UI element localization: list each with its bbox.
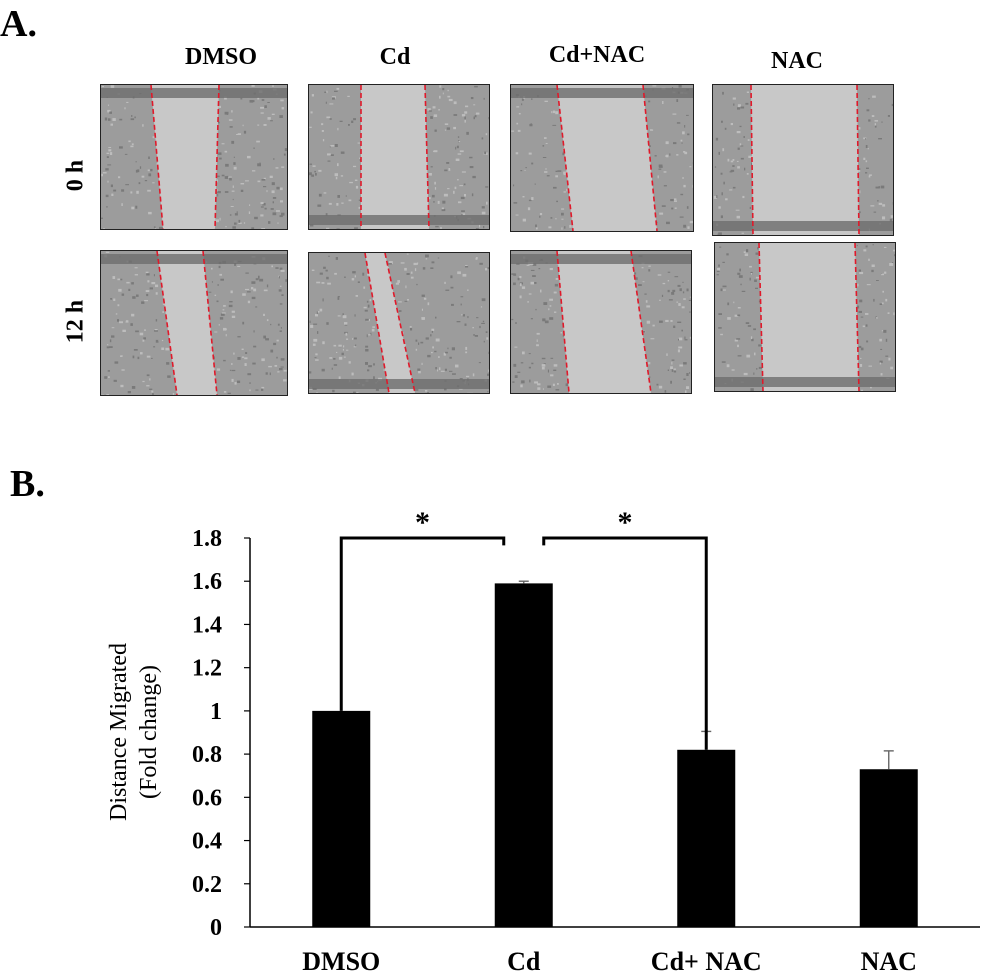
row-label-0h: 0 h [62, 159, 89, 192]
column-label-cd: Cd [379, 44, 411, 70]
y-axis-label-line: Distance Migrated [106, 643, 132, 821]
y-axis-label: Distance Migrated (Fold change) [106, 643, 162, 821]
micrograph-dmso-12h [100, 250, 288, 396]
panel-b-label: B. [10, 463, 45, 505]
chart-bars [312, 580, 918, 927]
micrograph-cd-nac-0h [510, 84, 694, 232]
bar-dmso [312, 710, 371, 927]
significance-star: * [415, 506, 430, 539]
x-tick-label: Cd [507, 947, 541, 976]
y-tick-label: 1.8 [192, 526, 222, 552]
x-axis-tick-labels: DMSO Cd Cd+ NAC NAC [302, 947, 917, 976]
bar-cd [494, 583, 553, 927]
micrograph-nac-12h [714, 242, 896, 392]
column-label-cd-nac: Cd+NAC [548, 42, 646, 68]
y-tick-label: 1.2 [192, 656, 222, 682]
y-tick-label: 0.8 [192, 742, 222, 768]
y-tick-label: 1 [210, 699, 222, 725]
bar-cd-nac [677, 749, 736, 927]
y-tick-label: 0.6 [192, 785, 222, 811]
y-tick-label: 0.2 [192, 872, 222, 898]
x-tick-label: NAC [861, 947, 917, 976]
row-label-12h: 12 h [62, 299, 89, 344]
micrograph-cd-0h [308, 84, 490, 230]
significance-bracket [542, 536, 708, 750]
y-axis-label-line: (Fold change) [136, 665, 162, 799]
micrograph-cd-12h [308, 252, 490, 394]
micrograph-cd-nac-12h [510, 250, 692, 394]
significance-brackets: * * [339, 506, 708, 750]
x-tick-label: DMSO [302, 947, 380, 976]
column-label-dmso: DMSO [185, 44, 257, 70]
x-tick-label: Cd+ NAC [651, 947, 762, 976]
significance-star: * [618, 506, 633, 539]
y-tick-label: 1.4 [192, 612, 222, 638]
significance-bracket [339, 536, 506, 711]
micrograph-dmso-0h [100, 84, 288, 230]
y-tick-label: 0 [210, 915, 222, 941]
panel-a-label: A. [0, 3, 37, 45]
bar-nac [859, 769, 918, 927]
chart-axes [249, 538, 980, 928]
y-axis-ticks: 0 0.2 0.4 0.6 0.8 1 1.2 1.4 1.6 1.8 [192, 526, 250, 941]
y-tick-label: 0.4 [192, 829, 222, 855]
column-label-nac: NAC [771, 48, 823, 74]
y-tick-label: 1.6 [192, 569, 222, 595]
micrograph-nac-0h [712, 84, 894, 236]
